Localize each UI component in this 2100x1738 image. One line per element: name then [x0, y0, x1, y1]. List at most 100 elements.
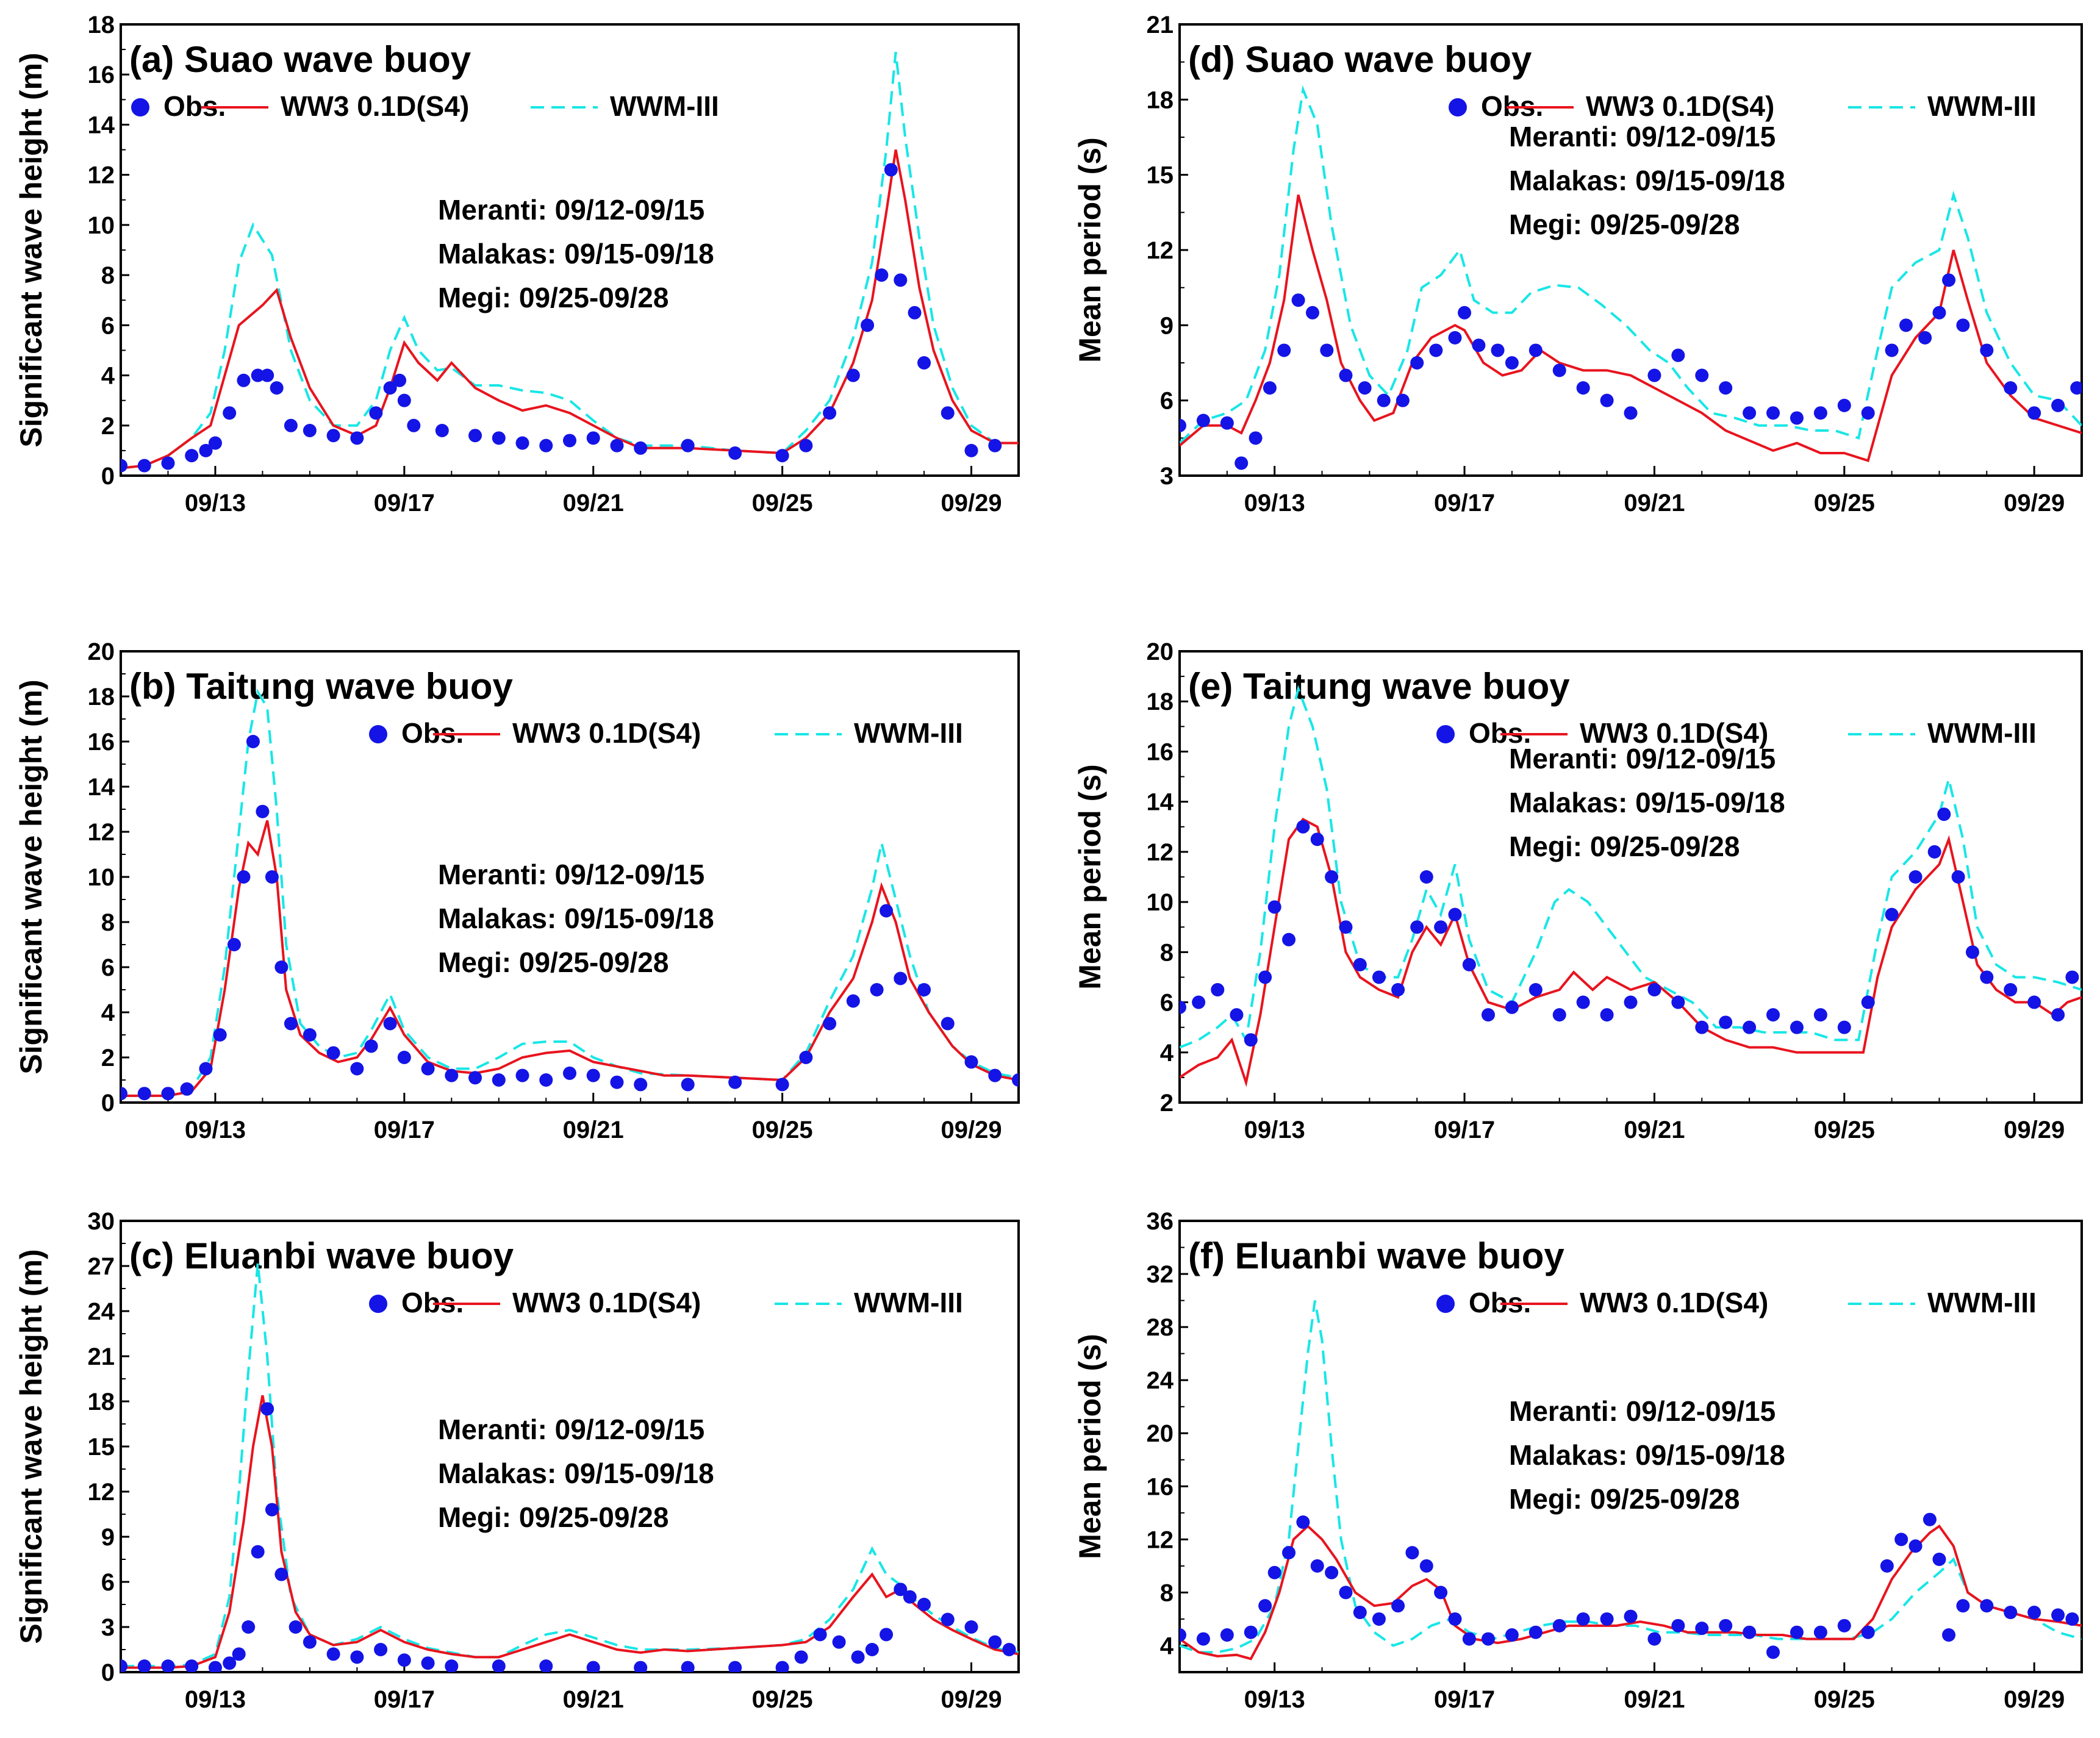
- obs-point: [1980, 343, 1994, 357]
- x-tick-label: 09/29: [2004, 490, 2065, 517]
- obs-point: [1899, 318, 1913, 332]
- panel-e: (e) Taitung wave buoy Mean period (s) 2 4…: [1073, 638, 2083, 1143]
- obs-point: [1396, 393, 1410, 407]
- storm-annotation: Malakas: 09/15-09/18: [438, 1457, 714, 1489]
- legend-wwm-label: WWM-III: [1927, 1287, 2037, 1318]
- y-tick-label: 15: [1147, 162, 1174, 189]
- obs-point: [1372, 970, 1386, 984]
- obs-point: [397, 1653, 411, 1667]
- obs-point: [161, 456, 175, 470]
- obs-point: [1647, 368, 1661, 382]
- obs-point: [232, 1647, 246, 1661]
- obs-point: [1908, 1539, 1923, 1553]
- panel-f: (f) Eluanbi wave buoy Mean period (s) 4 8…: [1073, 1208, 2083, 1713]
- obs-point: [468, 1071, 482, 1085]
- obs-point: [799, 438, 813, 452]
- obs-point: [586, 1661, 600, 1672]
- obs-point: [1267, 900, 1281, 914]
- obs-point: [364, 1039, 378, 1053]
- obs-point: [237, 373, 251, 387]
- obs-point: [884, 163, 898, 177]
- storm-annotation: Megi: 09/25-09/28: [438, 946, 668, 978]
- obs-point: [1552, 363, 1566, 377]
- obs-point: [1766, 1008, 1780, 1022]
- obs-point: [492, 1659, 506, 1672]
- obs-point: [1410, 920, 1424, 934]
- x-tick-label: 09/29: [941, 1117, 1002, 1143]
- obs-point: [988, 438, 1002, 452]
- y-tick-label: 9: [101, 1524, 115, 1551]
- obs-point: [1263, 381, 1277, 395]
- obs-point: [941, 406, 955, 420]
- legend-ww3-label: WW3 0.1D(S4): [1580, 717, 1768, 749]
- storm-annotation: Malakas: 09/15-09/18: [1509, 787, 1785, 818]
- obs-point: [1310, 1559, 1324, 1573]
- obs-point: [1790, 1020, 1804, 1034]
- obs-point: [1951, 870, 1965, 884]
- obs-point: [1448, 907, 1462, 921]
- obs-point: [1671, 348, 1685, 362]
- y-tick-label: 21: [1147, 12, 1174, 38]
- obs-point: [137, 459, 151, 473]
- y-tick-label: 4: [1160, 1633, 1174, 1659]
- obs-point: [1790, 411, 1804, 425]
- obs-point: [2065, 1612, 2079, 1626]
- y-tick-label: 2: [101, 413, 115, 440]
- obs-point: [563, 434, 576, 448]
- obs-point: [1258, 970, 1272, 984]
- x-tick-label: 09/17: [374, 1117, 435, 1143]
- panel-d: (d) Suao wave buoy Mean period (s) 3 6 9 12…: [1073, 12, 2083, 517]
- obs-point: [1434, 920, 1448, 934]
- panel-title: (f) Eluanbi wave buoy: [1188, 1236, 1564, 1276]
- obs-point: [2051, 1008, 2065, 1022]
- y-tick-label: 16: [1147, 738, 1174, 765]
- panel-title: (c) Eluanbi wave buoy: [129, 1236, 514, 1276]
- obs-point: [1600, 1612, 1614, 1626]
- legend-ww3-label: WW3 0.1D(S4): [281, 90, 469, 122]
- y-tick-label: 20: [1147, 1420, 1174, 1447]
- legend-obs-marker: [1436, 725, 1455, 743]
- y-tick-label: 0: [101, 1090, 115, 1117]
- y-axis-label: Significant wave height (m): [14, 1249, 48, 1643]
- obs-point: [1505, 1000, 1519, 1014]
- y-tick-label: 6: [101, 312, 115, 339]
- obs-point: [794, 1650, 808, 1664]
- plot-frame: [1178, 1220, 2083, 1673]
- y-tick-label: 6: [101, 954, 115, 981]
- obs-point: [1695, 1622, 1709, 1636]
- obs-point: [681, 438, 695, 452]
- y-tick-label: 2: [101, 1045, 115, 1071]
- storm-annotation: Meranti: 09/12-09/15: [1509, 1395, 1776, 1427]
- obs-point: [1576, 995, 1590, 1009]
- obs-point: [1743, 1020, 1757, 1034]
- obs-point: [1325, 1565, 1339, 1579]
- obs-point: [1600, 393, 1614, 407]
- x-tick-label: 09/29: [941, 1686, 1002, 1713]
- obs-point: [1837, 1618, 1851, 1633]
- obs-point: [1230, 1008, 1244, 1022]
- obs-point: [917, 983, 931, 996]
- obs-point: [1942, 273, 1956, 287]
- y-tick-label: 18: [88, 684, 115, 710]
- storm-annotation: Megi: 09/25-09/28: [1509, 831, 1740, 862]
- y-tick-label: 32: [1147, 1261, 1174, 1288]
- panel-a: (a) Suao wave buoy Significant wave heig…: [14, 12, 1020, 517]
- panel-title: (d) Suao wave buoy: [1188, 39, 1532, 80]
- y-axis-label: Mean period (s): [1073, 1334, 1107, 1559]
- y-tick-label: 12: [1147, 839, 1174, 866]
- storm-annotation: Malakas: 09/15-09/18: [1509, 1439, 1785, 1471]
- obs-point: [350, 1062, 364, 1076]
- storm-annotation: Megi: 09/25-09/28: [1509, 1483, 1740, 1515]
- ww3-line: [1180, 1524, 2082, 1661]
- obs-point: [1282, 932, 1296, 946]
- plot-area: [121, 688, 1019, 1101]
- obs-point: [1671, 1618, 1685, 1633]
- y-tick-label: 8: [1160, 1579, 1174, 1606]
- y-tick-label: 2: [1160, 1090, 1174, 1117]
- y-tick-label: 10: [1147, 889, 1174, 916]
- x-tick-label: 09/21: [1624, 490, 1685, 517]
- obs-point: [728, 446, 742, 460]
- obs-point: [2004, 983, 2018, 996]
- obs-point: [1743, 406, 1757, 420]
- obs-point: [1419, 870, 1433, 884]
